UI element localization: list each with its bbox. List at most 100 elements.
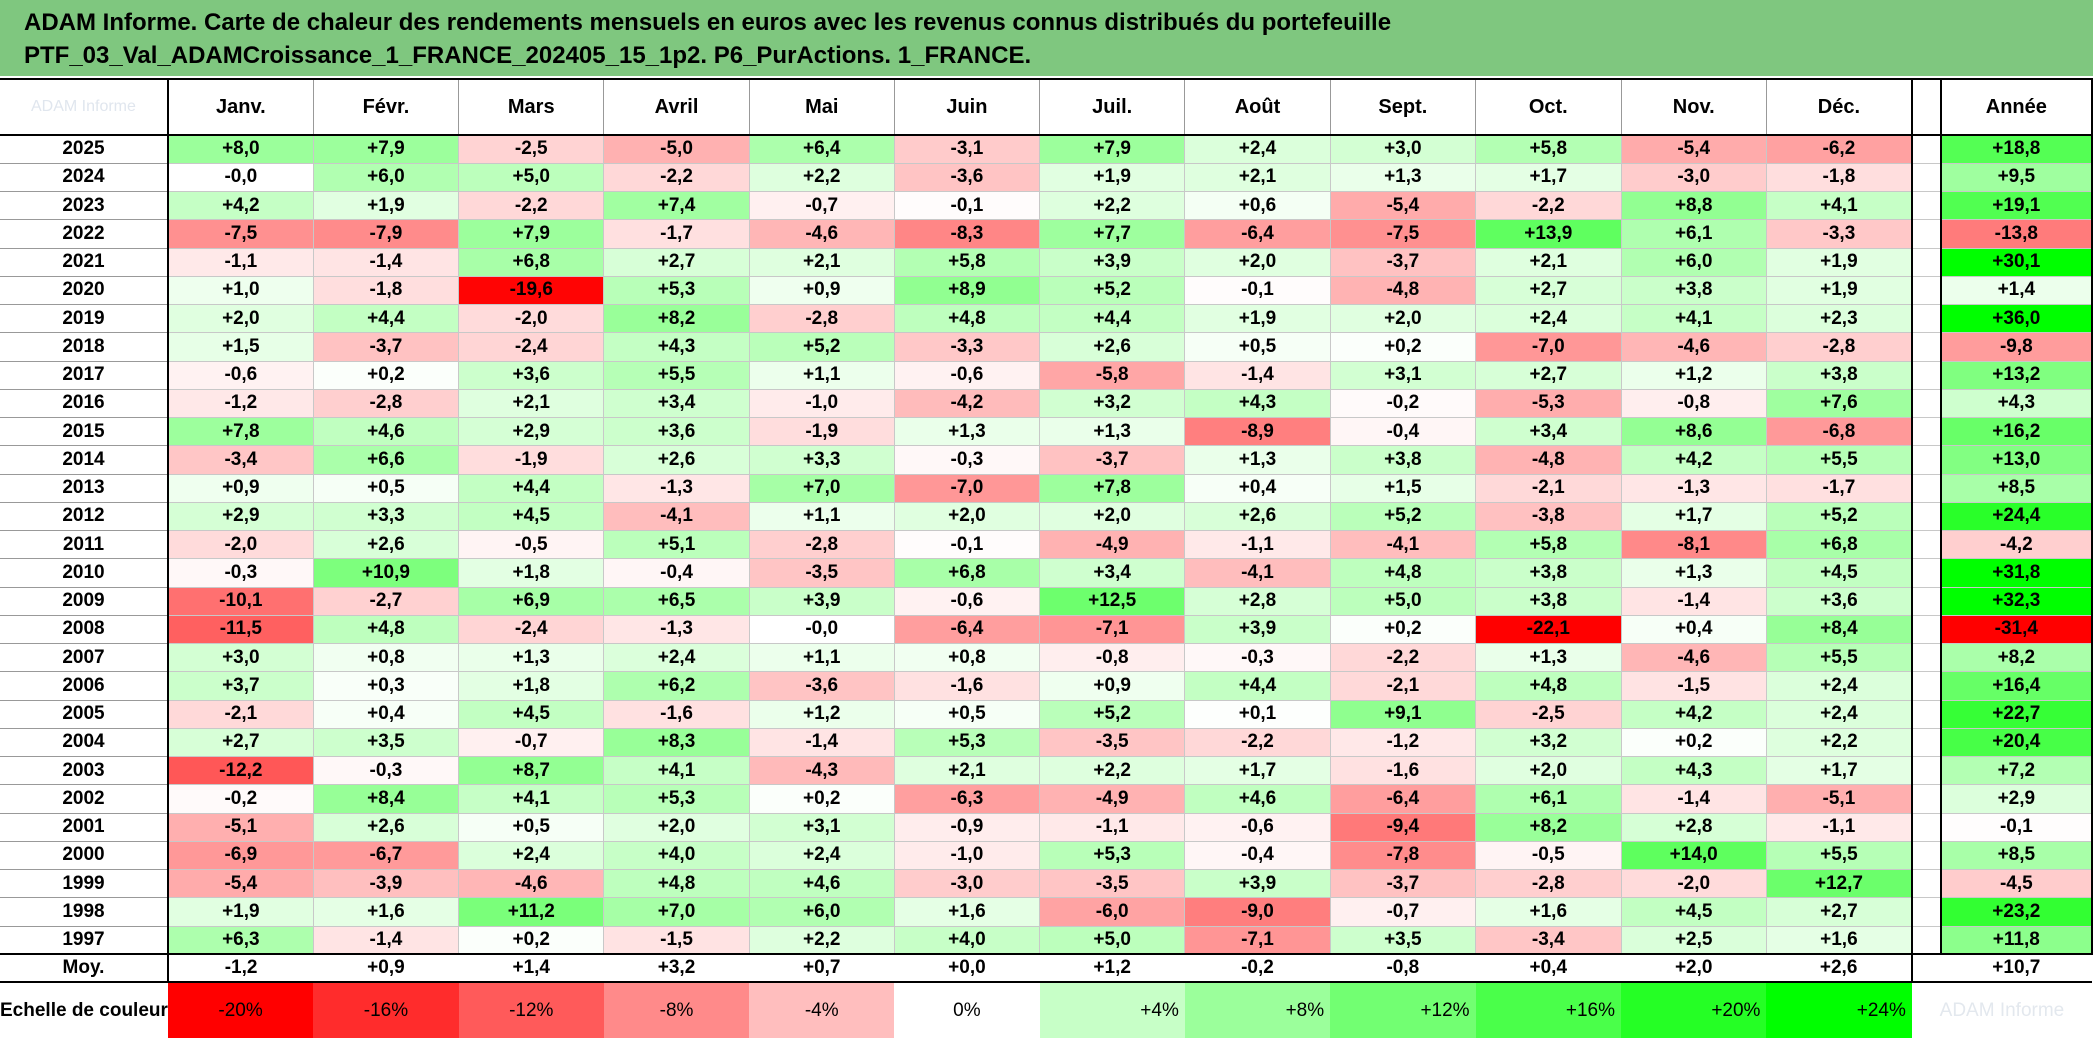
heat-cell: -1,3 xyxy=(603,615,750,645)
heat-cell: +2,4 xyxy=(1765,700,1913,729)
table-row: 2002 -0,2 +8,4 +4,1 +5,3 +0,2 -6,3 -4,9 +4,6 -6,4… xyxy=(0,784,2093,814)
spacer-cell xyxy=(1911,869,1941,899)
year-label: 2021 xyxy=(0,248,168,277)
heat-cell: +3,0 xyxy=(166,643,314,673)
heat-cell: +2,1 xyxy=(748,248,895,277)
heat-cell: -4,1 xyxy=(1184,558,1331,588)
heat-cell: +3,8 xyxy=(1329,445,1476,475)
annual-cell: +36,0 xyxy=(1939,304,2093,334)
color-scale-swatch: -4% xyxy=(749,982,895,1039)
heat-cell: -4,6 xyxy=(1620,643,1767,673)
heat-cell: +4,6 xyxy=(312,417,459,447)
year-label: 2008 xyxy=(0,615,168,645)
heat-cell: +6,0 xyxy=(748,897,895,927)
heat-cell: +4,6 xyxy=(748,869,895,899)
heat-cell: +0,2 xyxy=(748,784,895,814)
heat-cell: -19,6 xyxy=(458,276,604,306)
heat-cell: +1,8 xyxy=(458,558,604,588)
heat-cell: +7,9 xyxy=(1039,135,1185,164)
color-scale-swatch: +20% xyxy=(1621,982,1767,1039)
month-header: Juil. xyxy=(1039,78,1185,136)
heat-cell: +2,7 xyxy=(603,248,750,277)
heat-cell: +9,1 xyxy=(1329,700,1476,729)
annual-cell: +8,5 xyxy=(1939,474,2093,503)
table-row: 1999 -5,4 -3,9 -4,6 +4,8 +4,6 -3,0 -3,5 +3,9 -3,7… xyxy=(0,869,2093,899)
annual-cell: +16,2 xyxy=(1939,417,2093,447)
heat-cell: +0,5 xyxy=(312,474,459,503)
annual-cell: +30,1 xyxy=(1939,248,2093,277)
heat-cell: -4,6 xyxy=(748,219,895,249)
annual-cell: -0,1 xyxy=(1939,813,2093,842)
annual-cell: +19,1 xyxy=(1939,191,2093,221)
heat-cell: +2,1 xyxy=(1475,248,1621,277)
spacer-cell xyxy=(1911,728,1941,758)
heat-cell: +1,1 xyxy=(748,361,895,390)
heat-cell: +2,0 xyxy=(1475,756,1621,786)
heat-cell: +2,2 xyxy=(1765,728,1913,758)
color-scale-swatch: +8% xyxy=(1184,982,1331,1039)
heat-cell: +0,8 xyxy=(312,643,459,673)
heat-cell: -8,9 xyxy=(1184,417,1331,447)
heat-cell: +6,8 xyxy=(458,248,604,277)
heat-cell: +6,8 xyxy=(1765,530,1913,560)
heat-cell: +4,1 xyxy=(603,756,750,786)
year-label: 2012 xyxy=(0,502,168,532)
heat-cell: +6,0 xyxy=(1620,248,1767,277)
heat-cell: +5,3 xyxy=(603,784,750,814)
heat-cell: -1,0 xyxy=(893,841,1040,871)
header-row: ADAM Informe Janv. Févr. Mars Avril Mai Juin J… xyxy=(0,78,2093,136)
month-header: Juin xyxy=(893,78,1040,136)
heat-cell: +2,9 xyxy=(458,417,604,447)
heat-cell: -0,5 xyxy=(458,530,604,560)
heat-cell: +2,7 xyxy=(1475,361,1621,390)
year-label: 2023 xyxy=(0,191,168,221)
heat-cell: -3,4 xyxy=(166,445,314,475)
color-scale-swatch: +16% xyxy=(1475,982,1621,1039)
heat-cell: +3,4 xyxy=(1475,417,1621,447)
heat-cell: -3,7 xyxy=(1329,248,1476,277)
spacer-cell xyxy=(1911,502,1941,532)
heat-cell: +5,1 xyxy=(603,530,750,560)
heat-cell: +5,5 xyxy=(1765,841,1913,871)
heat-cell: +3,1 xyxy=(748,813,895,842)
year-label: 2015 xyxy=(0,417,168,447)
year-label: 2001 xyxy=(0,813,168,842)
table-row: 2003 -12,2 -0,3 +8,7 +4,1 -4,3 +2,1 +2,2 +1,7 -1,… xyxy=(0,756,2093,786)
heat-cell: +0,2 xyxy=(458,926,604,955)
year-label: 2003 xyxy=(0,756,168,786)
month-header: Sept. xyxy=(1329,78,1476,136)
heat-cell: +1,0 xyxy=(166,276,314,306)
heat-cell: -8,1 xyxy=(1620,530,1767,560)
table-row: 2023 +4,2 +1,9 -2,2 +7,4 -0,7 -0,1 +2,2 +0,6 -5,4… xyxy=(0,191,2093,221)
heat-cell: -7,5 xyxy=(166,219,314,249)
table-row: 2019 +2,0 +4,4 -2,0 +8,2 -2,8 +4,8 +4,4 +1,9 +2,0… xyxy=(0,304,2093,334)
annual-cell: +31,8 xyxy=(1939,558,2093,588)
heat-cell: +1,1 xyxy=(748,643,895,673)
table-row: 2015 +7,8 +4,6 +2,9 +3,6 -1,9 +1,3 +1,3 -8,9 -0,4… xyxy=(0,417,2093,447)
annual-cell: +11,8 xyxy=(1939,926,2093,955)
heat-cell: +0,4 xyxy=(1620,615,1767,645)
heat-cell: -0,3 xyxy=(312,756,459,786)
heat-cell: +6,8 xyxy=(893,558,1040,588)
year-label: 2006 xyxy=(0,671,168,701)
heat-cell: -1,8 xyxy=(312,276,459,306)
heat-cell: +4,1 xyxy=(1620,304,1767,334)
heat-cell: -0,4 xyxy=(603,558,750,588)
heat-cell: +1,7 xyxy=(1475,163,1621,193)
color-scale-swatch: -20% xyxy=(167,982,314,1039)
average-cell: +0,4 xyxy=(1475,953,1621,984)
heat-cell: +2,5 xyxy=(1620,926,1767,955)
year-label: 2025 xyxy=(0,135,168,164)
heat-cell: -1,4 xyxy=(1184,361,1331,390)
heat-cell: -2,2 xyxy=(458,191,604,221)
heat-cell: +2,7 xyxy=(166,728,314,758)
heat-cell: +0,5 xyxy=(458,813,604,842)
table-row: 2022 -7,5 -7,9 +7,9 -1,7 -4,6 -8,3 +7,7 -6,4 -7,5… xyxy=(0,219,2093,249)
title-line-2: PTF_03_Val_ADAMCroissance_1_FRANCE_20240… xyxy=(24,42,1032,69)
year-label: 2005 xyxy=(0,700,168,729)
color-scale-swatch: 0% xyxy=(894,982,1040,1039)
heat-cell: +4,4 xyxy=(312,304,459,334)
heat-cell: +8,3 xyxy=(603,728,750,758)
heat-cell: +5,2 xyxy=(748,332,895,362)
